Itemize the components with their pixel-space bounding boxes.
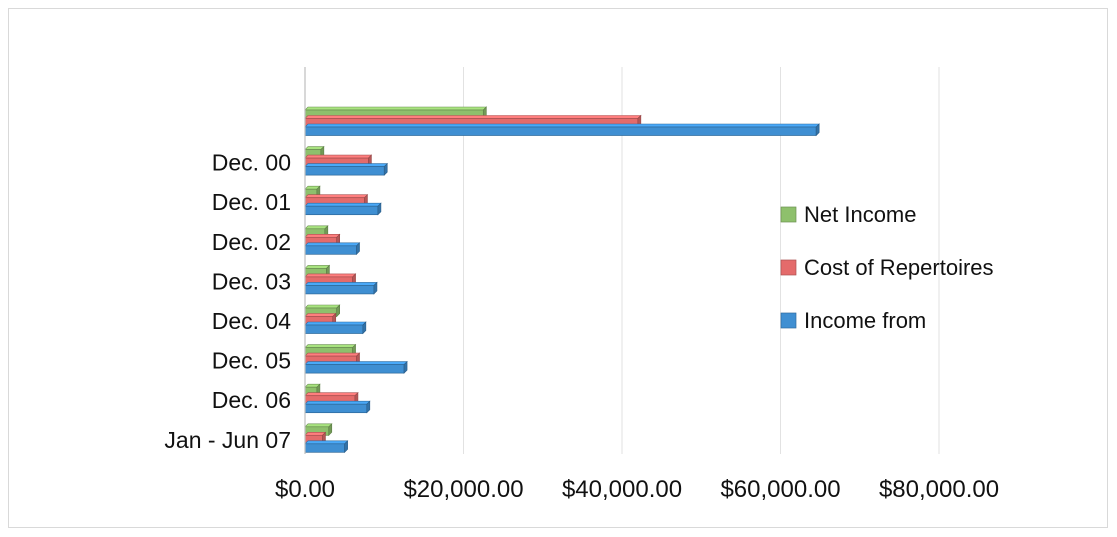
bar-end-face	[815, 123, 820, 137]
category-label: Dec. 02	[212, 229, 291, 255]
category-label: Jan - Jun 07	[164, 427, 291, 453]
bar-end-face	[366, 400, 371, 414]
bar-top-face	[304, 440, 349, 445]
x-tick-label: $20,000.00	[403, 476, 523, 503]
bar-top-face	[304, 321, 367, 326]
bar-top-face	[304, 106, 488, 111]
bar-top-face	[304, 265, 331, 269]
bar-end-face	[377, 202, 382, 216]
legend-swatch	[780, 206, 797, 223]
bar-top-face	[304, 234, 341, 238]
bar-top-face	[304, 225, 329, 230]
bar-end-face	[356, 242, 360, 256]
legend-swatch	[780, 312, 797, 329]
bar-end-face	[328, 423, 333, 437]
bar-end-face	[383, 162, 388, 176]
bar-top-face	[304, 163, 388, 167]
axis-layer: Dec. 00 Dec. 01 Dec. 02 Dec. 03 Dec. 04 Dec. …	[164, 67, 999, 503]
bar	[304, 166, 385, 176]
bar-top-face	[304, 432, 327, 436]
legend-label: Net Income	[804, 202, 917, 227]
bar-end-face	[373, 281, 378, 295]
bar-top-face	[304, 282, 378, 286]
legend-label: Income from	[804, 308, 926, 333]
bar-top-face	[304, 123, 820, 128]
category-label: Dec. 00	[212, 150, 291, 176]
bar-top-face	[304, 154, 373, 159]
category-label: Dec. 03	[212, 268, 291, 294]
bars-layer	[304, 106, 820, 454]
x-tick-label: $80,000.00	[879, 476, 999, 503]
bar	[304, 126, 817, 136]
bar-chart: Dec. 00 Dec. 01 Dec. 02 Dec. 03 Dec. 04 Dec. …	[164, 67, 999, 503]
bar-top-face	[304, 423, 333, 428]
legend-label: Cost of Repertoires	[804, 255, 994, 280]
x-tick-label: $40,000.00	[562, 476, 682, 503]
bar-top-face	[304, 352, 361, 357]
legend-swatch	[780, 259, 797, 276]
bar	[304, 285, 375, 295]
legend: Net Income Cost of Repertoires Income from	[780, 202, 994, 333]
category-label: Dec. 05	[212, 348, 291, 374]
category-label: Dec. 06	[212, 387, 291, 413]
bar-top-face	[304, 344, 357, 348]
category-label: Dec. 01	[212, 189, 291, 215]
bar-top-face	[304, 242, 361, 247]
bar-top-face	[304, 400, 371, 405]
bar-top-face	[304, 304, 341, 309]
bar	[304, 443, 345, 453]
bar	[304, 364, 405, 374]
x-tick-label: $60,000.00	[720, 476, 840, 503]
bar-top-face	[304, 115, 642, 119]
bar	[304, 324, 364, 334]
bar	[304, 403, 368, 414]
x-tick-label: $0.00	[275, 476, 335, 503]
bar	[304, 245, 357, 255]
bar-end-face	[344, 440, 348, 454]
category-label: Dec. 04	[212, 308, 291, 334]
chart-frame: Dec. 00 Dec. 01 Dec. 02 Dec. 03 Dec. 04 Dec. …	[8, 8, 1108, 528]
bar-top-face	[304, 273, 357, 278]
bar-end-face	[403, 360, 408, 374]
bar-top-face	[304, 361, 408, 365]
bar-top-face	[304, 194, 369, 198]
bar	[304, 205, 379, 216]
bar-top-face	[304, 313, 337, 317]
bar-top-face	[304, 202, 382, 207]
bar-top-face	[304, 392, 359, 396]
bar-end-face	[362, 321, 367, 335]
bar-end-face	[336, 304, 340, 318]
